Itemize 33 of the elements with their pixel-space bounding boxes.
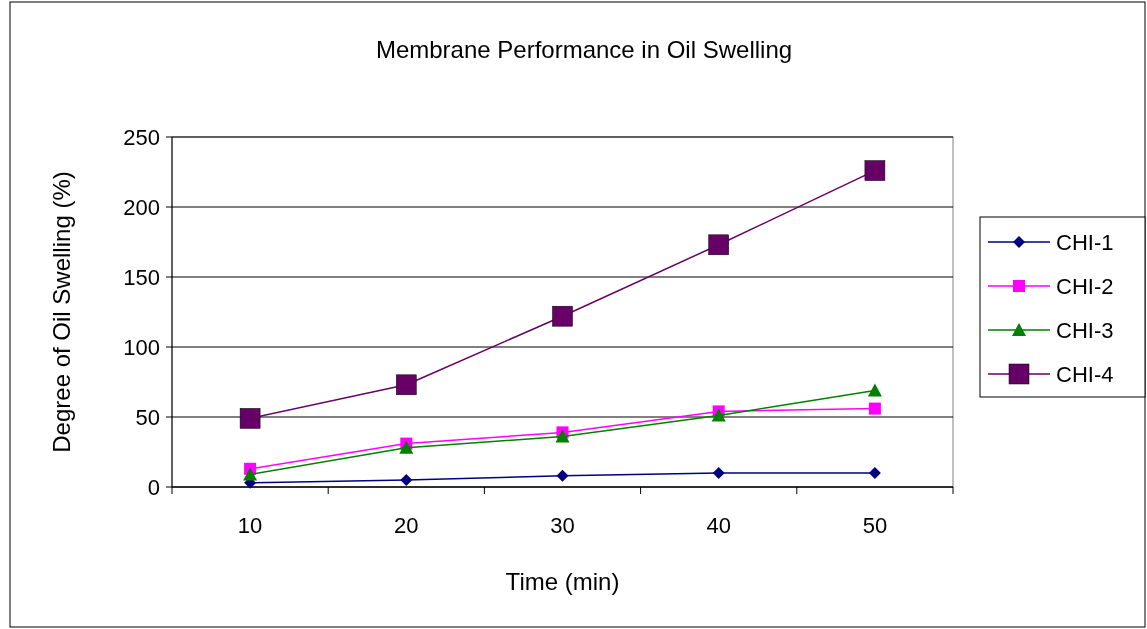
y-tick-label: 100 bbox=[123, 334, 160, 360]
point bbox=[396, 374, 417, 396]
point bbox=[239, 408, 261, 429]
legend-label: CHI-2 bbox=[1056, 273, 1114, 299]
chart-title: Membrane Performance in Oil Swelling bbox=[375, 36, 793, 63]
x-tick-label: 40 bbox=[706, 513, 731, 538]
point bbox=[556, 469, 569, 482]
point bbox=[712, 467, 725, 479]
y-tick-label: 150 bbox=[123, 264, 160, 290]
y-tick-label: 250 bbox=[123, 124, 160, 150]
x-tick-label: 10 bbox=[237, 513, 263, 538]
point bbox=[399, 440, 414, 454]
point bbox=[555, 429, 570, 443]
point bbox=[243, 467, 258, 481]
x-axis-title: Time (min) bbox=[505, 568, 620, 595]
point bbox=[867, 383, 882, 397]
point bbox=[868, 402, 881, 415]
x-tick-label: 20 bbox=[394, 513, 419, 538]
legend-label: CHI-3 bbox=[1056, 317, 1114, 343]
point bbox=[864, 160, 886, 181]
legend-label: CHI-4 bbox=[1056, 361, 1114, 387]
y-tick-label: 0 bbox=[147, 474, 160, 500]
x-tick-label: 30 bbox=[550, 513, 575, 538]
point bbox=[711, 408, 726, 422]
point bbox=[868, 467, 881, 479]
y-tick-label: 200 bbox=[123, 194, 160, 220]
point bbox=[400, 474, 413, 486]
point bbox=[552, 305, 573, 327]
y-axis-title: Degree of Oil Swelling (%) bbox=[48, 171, 75, 453]
point bbox=[708, 234, 729, 256]
legend-label: CHI-1 bbox=[1056, 229, 1114, 255]
y-tick-label: 50 bbox=[135, 404, 160, 430]
x-tick-label: 50 bbox=[862, 513, 888, 538]
